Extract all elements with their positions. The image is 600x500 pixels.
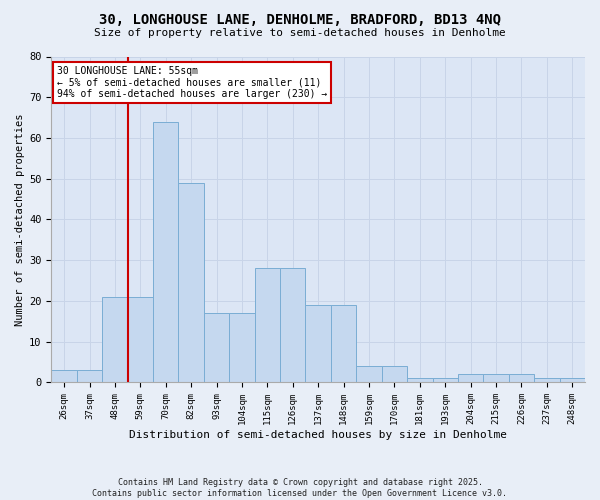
Bar — [484, 374, 509, 382]
Text: Contains HM Land Registry data © Crown copyright and database right 2025.
Contai: Contains HM Land Registry data © Crown c… — [92, 478, 508, 498]
X-axis label: Distribution of semi-detached houses by size in Denholme: Distribution of semi-detached houses by … — [129, 430, 507, 440]
Bar — [153, 122, 178, 382]
Text: Size of property relative to semi-detached houses in Denholme: Size of property relative to semi-detach… — [94, 28, 506, 38]
Bar — [560, 378, 585, 382]
Bar — [458, 374, 484, 382]
Bar — [407, 378, 433, 382]
Text: 30 LONGHOUSE LANE: 55sqm
← 5% of semi-detached houses are smaller (11)
94% of se: 30 LONGHOUSE LANE: 55sqm ← 5% of semi-de… — [57, 66, 327, 100]
Bar — [331, 305, 356, 382]
Bar — [356, 366, 382, 382]
Bar — [254, 268, 280, 382]
Bar — [128, 297, 153, 382]
Bar — [280, 268, 305, 382]
Text: 30, LONGHOUSE LANE, DENHOLME, BRADFORD, BD13 4NQ: 30, LONGHOUSE LANE, DENHOLME, BRADFORD, … — [99, 12, 501, 26]
Bar — [433, 378, 458, 382]
Bar — [534, 378, 560, 382]
Bar — [178, 183, 204, 382]
Bar — [382, 366, 407, 382]
Bar — [305, 305, 331, 382]
Bar — [52, 370, 77, 382]
Bar — [204, 313, 229, 382]
Bar — [77, 370, 102, 382]
Bar — [509, 374, 534, 382]
Bar — [102, 297, 128, 382]
Bar — [229, 313, 254, 382]
Y-axis label: Number of semi-detached properties: Number of semi-detached properties — [15, 113, 25, 326]
